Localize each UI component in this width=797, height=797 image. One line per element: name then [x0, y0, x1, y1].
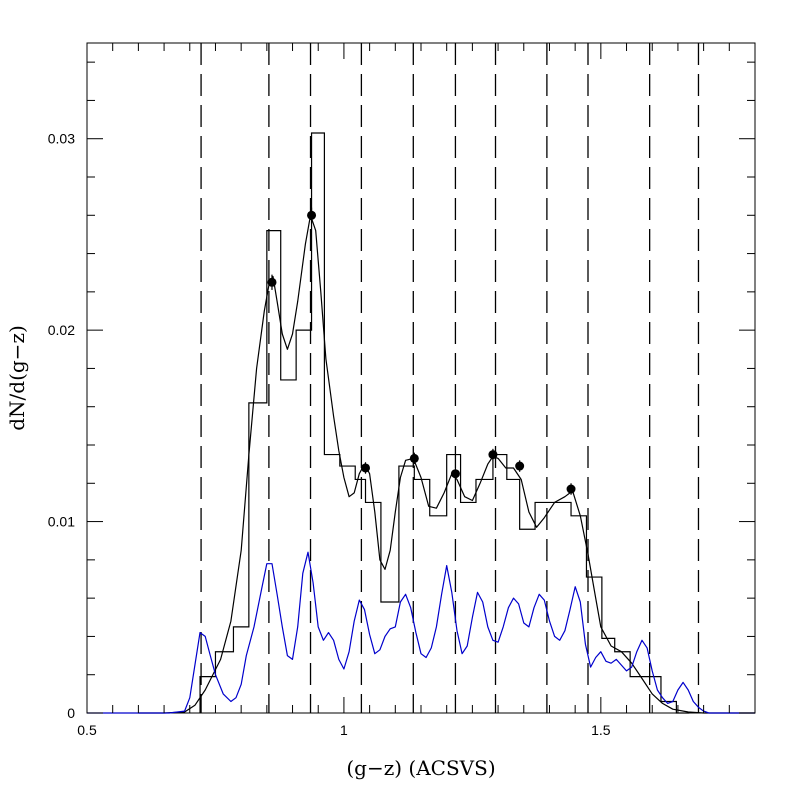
histogram-steps: [199, 132, 690, 714]
axis-ticks: [86, 43, 756, 714]
data-point: [307, 210, 317, 220]
data-point: [267, 277, 277, 287]
y-tick-label: 0.03: [48, 131, 75, 147]
x-axis-title: (g−z) (ACSVS): [346, 756, 495, 780]
x-tick-label: 1.5: [591, 722, 611, 738]
series-line: [87, 551, 755, 714]
plot-frame: [86, 42, 756, 714]
histogram: [199, 132, 690, 714]
data-point: [566, 484, 576, 494]
x-tick-label: 1: [340, 722, 348, 738]
series-lines: [87, 214, 755, 714]
data-point: [450, 469, 460, 479]
x-tick-label: 0.5: [77, 722, 97, 738]
y-axis-title: dN/d(g−z): [5, 325, 29, 431]
data-point: [409, 453, 419, 463]
y-tick-label: 0: [67, 705, 75, 721]
data-point: [488, 450, 498, 460]
data-point: [361, 463, 371, 473]
dashed-lines: [200, 43, 700, 713]
y-tick-label: 0.02: [48, 322, 75, 338]
data-point: [515, 461, 525, 471]
y-tick-label: 0.01: [48, 514, 75, 530]
tick-labels: 0.5 1 1.5 0 0.01 0.02 0.03: [48, 131, 611, 738]
peak-points: [267, 207, 576, 495]
